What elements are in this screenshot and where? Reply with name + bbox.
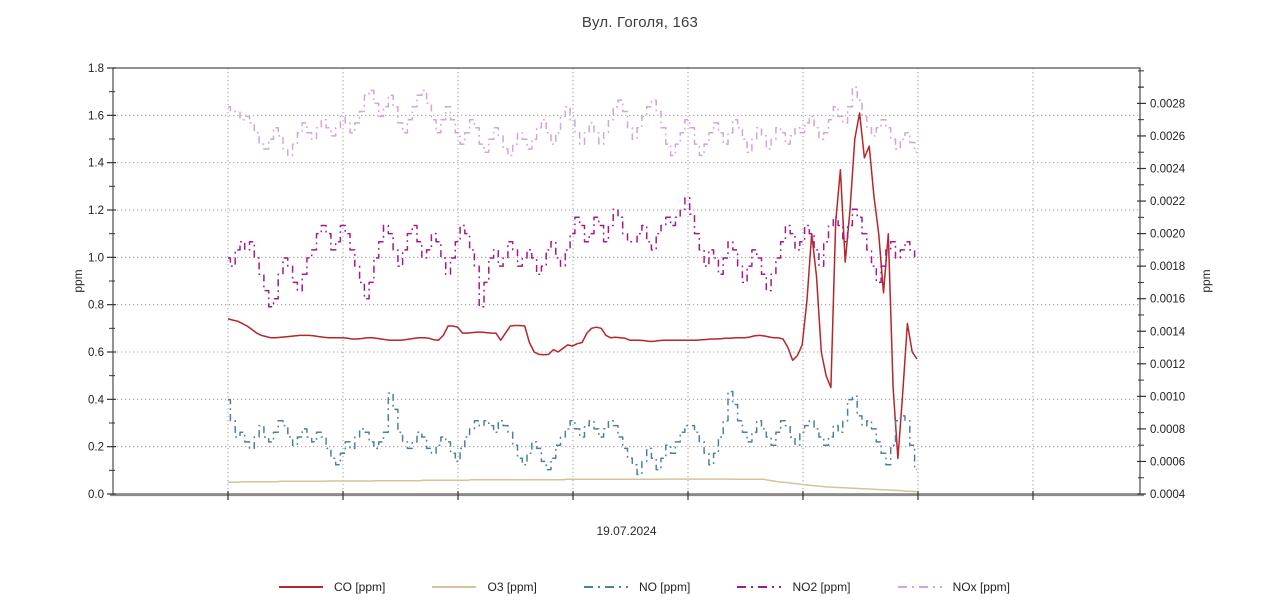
- y-left-tick-label: 0.4: [88, 394, 105, 406]
- legend-swatch-co: [279, 586, 323, 588]
- y-right-tick-label: 0.0010: [1150, 391, 1185, 403]
- y-left-tick-label: 0.0: [88, 489, 104, 501]
- legend-label-no: NO [ppm]: [638, 580, 691, 594]
- legend-label-nox: NOx [ppm]: [952, 580, 1010, 594]
- legend-swatch-no: [583, 586, 628, 588]
- y-right-tick-label: 0.0026: [1150, 131, 1185, 143]
- legend-label-co: CO [ppm]: [334, 580, 386, 594]
- y-axis-right-label: ppm: [1199, 269, 1213, 293]
- y-left-tick-label: 1.0: [88, 252, 104, 264]
- y-right-tick-label: 0.0022: [1150, 196, 1185, 208]
- series-co-line: [227, 112, 918, 460]
- legend-label-no2: NO2 [ppm]: [792, 580, 851, 594]
- y-right-tick-label: 0.0014: [1150, 326, 1186, 338]
- series-o3-line: [228, 478, 918, 493]
- y-right-tick-label: 0.0006: [1150, 456, 1185, 468]
- series-nox-line: [228, 86, 917, 157]
- legend-item-o3: O3 [ppm]: [431, 580, 537, 594]
- y-left-tick-label: 1.4: [88, 158, 105, 170]
- y-right-tick-label: 0.0018: [1150, 261, 1185, 273]
- y-left-tick-label: 1.2: [88, 205, 104, 217]
- y-right-tick-label: 0.0008: [1150, 424, 1185, 436]
- y-left-tick-label: 0.2: [88, 442, 104, 454]
- legend-swatch-o3: [432, 586, 477, 588]
- y-right-tick-label: 0.0004: [1150, 489, 1186, 501]
- x-axis-date-label: 19.07.2024: [596, 524, 657, 538]
- y-left-tick-label: 1.6: [88, 110, 104, 122]
- legend-swatch-nox: [897, 586, 942, 588]
- legend-item-no2: NO2 [ppm]: [736, 580, 850, 594]
- legend-swatch-no2: [737, 586, 782, 588]
- legend-label-o3: O3 [ppm]: [487, 580, 537, 594]
- plot-border: [112, 67, 1141, 495]
- legend-item-no: NO [ppm]: [583, 580, 690, 594]
- chart-title: Вул. Гоголя, 163: [581, 14, 699, 31]
- y-left-tick-label: 0.6: [88, 347, 104, 359]
- legend-item-nox: NOx [ppm]: [897, 580, 1010, 594]
- chart-legend: CO [ppm] O3 [ppm] NO [ppm] NO2 [ppm] NOx [pp…: [278, 577, 1010, 597]
- series-no-line: [228, 390, 917, 476]
- y-right-tick-label: 0.0016: [1150, 294, 1185, 306]
- y-axis-left-label: ppm: [71, 269, 85, 293]
- legend-item-co: CO [ppm]: [278, 580, 385, 594]
- y-left-tick-label: 1.8: [88, 63, 104, 75]
- y-left-tick-label: 0.8: [88, 300, 104, 312]
- y-right-tick-label: 0.0024: [1150, 164, 1186, 176]
- series-no2-line: [228, 197, 917, 308]
- y-right-tick-label: 0.0012: [1150, 359, 1185, 371]
- y-right-tick-label: 0.0020: [1150, 229, 1185, 241]
- y-right-tick-label: 0.0028: [1150, 98, 1185, 110]
